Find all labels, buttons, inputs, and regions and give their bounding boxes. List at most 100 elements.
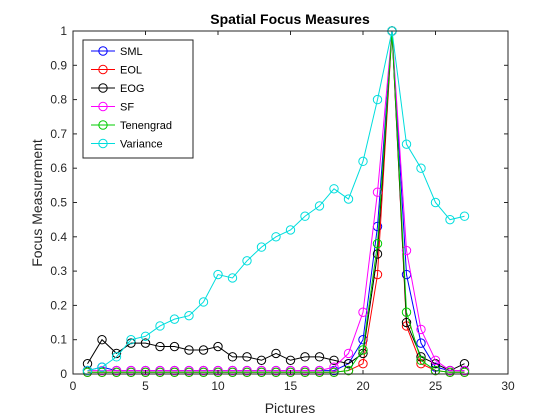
data-point — [97, 335, 107, 345]
data-point — [372, 238, 383, 249]
data-point — [401, 139, 412, 149]
data-point — [300, 211, 310, 221]
data-point — [300, 352, 310, 362]
data-point — [329, 355, 339, 365]
data-point — [198, 345, 209, 355]
data-point — [184, 310, 194, 321]
data-point — [372, 249, 383, 259]
data-point — [343, 194, 354, 204]
data-point — [401, 245, 412, 256]
y-tick-label: 0.7 — [50, 127, 67, 141]
data-point — [198, 297, 209, 307]
data-point — [372, 94, 383, 105]
data-point — [329, 184, 339, 194]
legend-label: EOL — [120, 65, 142, 77]
data-point — [198, 367, 209, 377]
data-point — [358, 156, 368, 167]
legend-item: EOG — [91, 83, 144, 95]
data-point — [300, 367, 310, 377]
y-tick-label: 0.6 — [50, 161, 67, 175]
legend-box — [82, 39, 194, 159]
y-tick-label: 0.8 — [50, 93, 67, 107]
data-point — [314, 352, 325, 362]
legend: SML EOL EOG SF Tenengrad Variance — [82, 39, 194, 159]
y-axis-title: Focus Measurement — [29, 139, 45, 267]
data-point — [169, 341, 180, 352]
data-point — [242, 256, 252, 266]
data-point — [416, 352, 426, 362]
data-point — [358, 359, 368, 369]
data-point — [126, 338, 136, 348]
data-point — [329, 362, 339, 372]
legend-item: Variance — [91, 139, 163, 151]
data-point — [213, 269, 223, 280]
legend-swatch-marker — [98, 138, 108, 149]
data-point — [416, 355, 426, 365]
series-line-sf — [87, 30, 465, 372]
legend-label: SML — [120, 46, 143, 58]
data-point — [213, 341, 223, 352]
data-point — [213, 367, 223, 377]
data-point — [271, 367, 281, 377]
data-point — [184, 367, 194, 377]
legend-swatch-marker — [98, 101, 108, 112]
data-point — [97, 367, 107, 377]
data-point — [416, 338, 426, 348]
data-point — [285, 367, 296, 377]
ticks-layer: 0 5 10 15 20 25 30 0 0.1 0.2 0.3 0.4 0.5 0.6 0.7 0.8 0.9… — [50, 24, 515, 393]
chart-title: Spatial Focus Measures — [210, 11, 370, 27]
data-point — [445, 214, 455, 225]
data-point — [242, 352, 252, 362]
data-point — [459, 211, 470, 221]
legend-item: SF — [91, 102, 134, 114]
data-point — [430, 197, 441, 208]
data-point — [227, 367, 238, 377]
data-point — [242, 367, 252, 377]
data-point — [343, 348, 354, 359]
data-point — [271, 348, 281, 359]
x-tick-label: 30 — [501, 379, 515, 393]
legend-label: SF — [120, 102, 134, 114]
data-point — [256, 242, 267, 252]
y-tick-label: 0.2 — [50, 298, 67, 312]
legend-swatch-marker — [98, 64, 108, 75]
legend-item: EOL — [91, 65, 142, 77]
data-point — [430, 355, 441, 365]
legend-label: Variance — [120, 139, 163, 151]
legend-item: SML — [91, 46, 143, 58]
data-point — [271, 232, 281, 242]
data-point — [155, 341, 165, 352]
data-point — [358, 307, 368, 317]
data-point — [445, 367, 455, 377]
data-point — [140, 338, 151, 348]
data-point — [140, 367, 151, 377]
x-axis-title: Pictures — [265, 400, 316, 416]
y-tick-label: 0.3 — [50, 264, 67, 278]
data-point — [169, 367, 180, 377]
data-point — [111, 367, 122, 377]
data-point — [126, 335, 136, 345]
y-tick-label: 0.1 — [50, 333, 67, 347]
data-point — [155, 367, 165, 377]
data-point — [285, 355, 296, 365]
data-point — [416, 324, 426, 335]
y-tick-label: 0.4 — [50, 230, 67, 244]
data-point — [111, 348, 122, 359]
data-point — [82, 365, 93, 376]
data-point — [358, 345, 368, 355]
legend-label: Tenengrad — [120, 120, 172, 132]
x-tick-label: 20 — [356, 379, 370, 393]
legend-swatch-marker — [98, 83, 108, 93]
x-tick-label: 25 — [429, 379, 443, 393]
series-line-tenengrad — [87, 30, 465, 373]
data-point — [285, 225, 296, 235]
data-point — [227, 273, 238, 283]
data-point — [459, 367, 470, 377]
legend-swatch-marker — [98, 46, 108, 56]
data-point — [256, 367, 267, 377]
data-point — [227, 352, 238, 362]
data-point — [97, 362, 107, 372]
legend-item: Tenengrad — [91, 120, 172, 132]
data-point — [430, 365, 441, 376]
